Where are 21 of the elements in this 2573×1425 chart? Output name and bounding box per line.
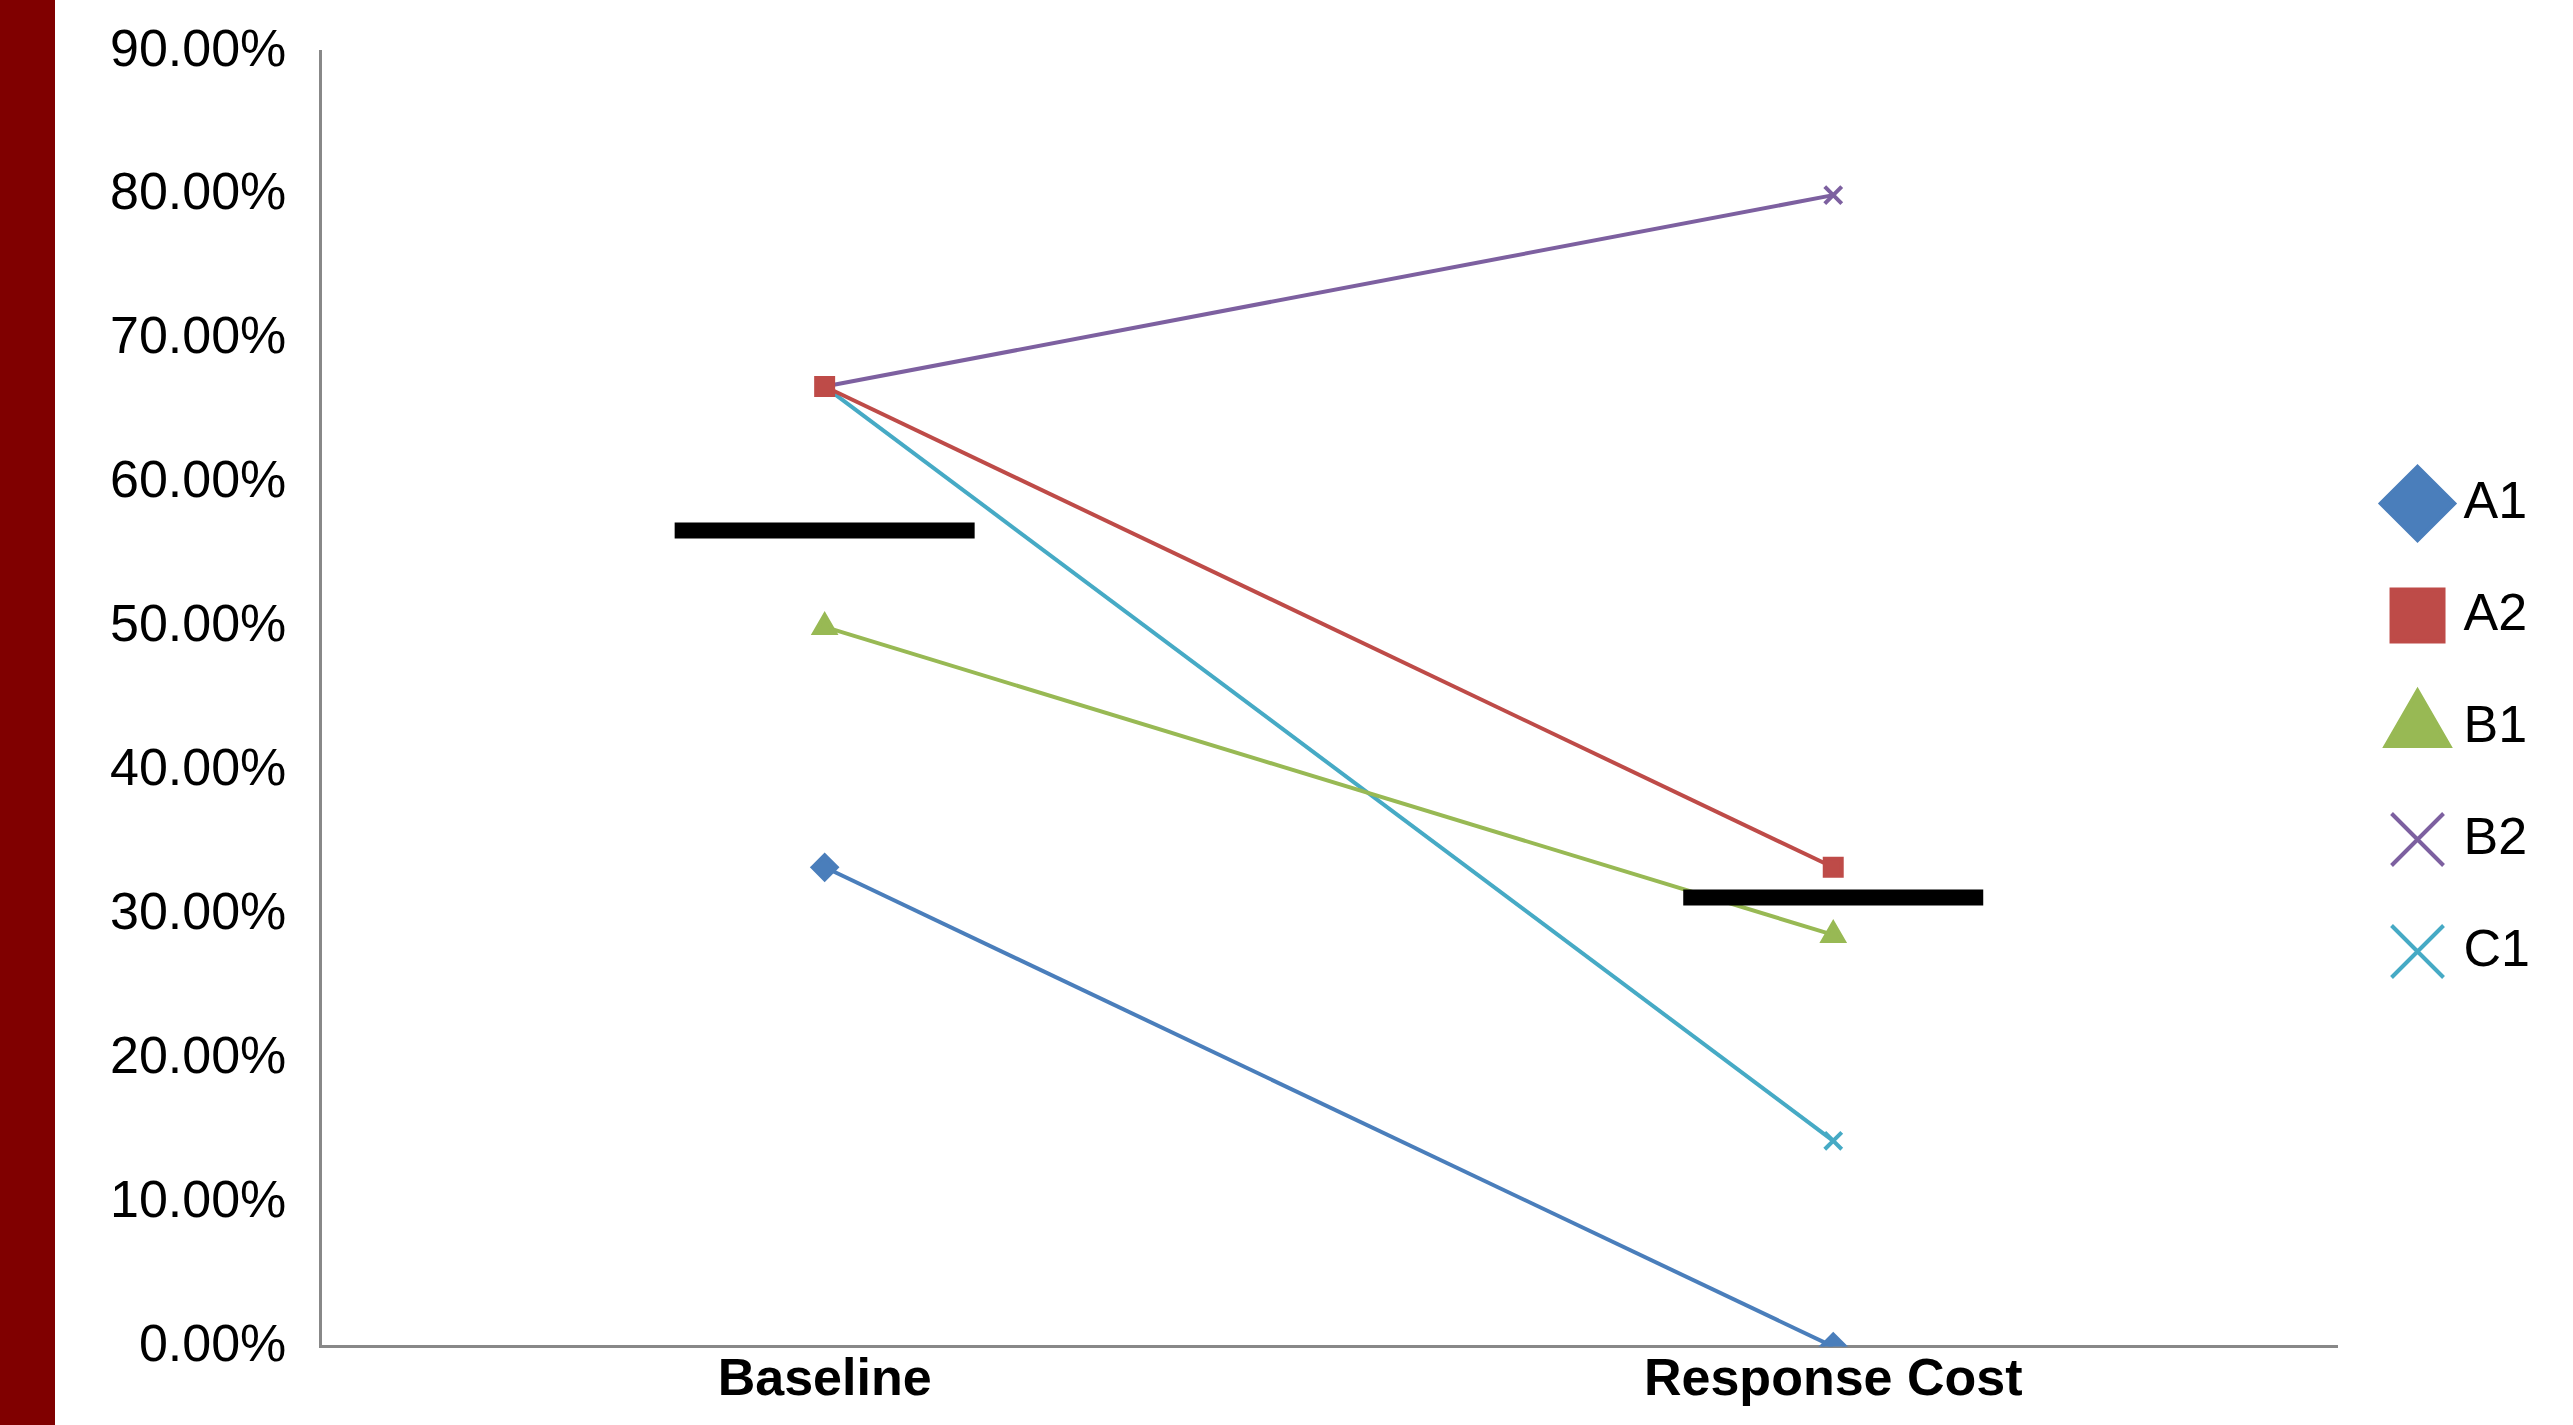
legend-label: C1 <box>2463 918 2531 977</box>
y-tick-label: 60.00% <box>109 450 287 509</box>
y-tick-label: 10.00% <box>109 1170 287 1229</box>
y-tick-label: 50.00% <box>109 594 287 653</box>
y-tick-label: 0.00% <box>138 1313 287 1372</box>
legend-label: A1 <box>2463 470 2528 529</box>
point <box>1822 1130 1844 1152</box>
legend-label: B2 <box>2463 806 2528 865</box>
y-tick-label: 30.00% <box>109 882 287 941</box>
point <box>1822 184 1844 206</box>
y-tick-label: 90.00% <box>109 18 287 77</box>
point <box>1822 856 1844 878</box>
x-tick-label: Response Cost <box>1643 1348 2023 1407</box>
y-tick-label: 70.00% <box>109 306 287 365</box>
x-tick-label: Baseline <box>717 1348 932 1407</box>
y-tick-label: 40.00% <box>109 738 287 797</box>
y-tick-label: 80.00% <box>109 162 287 221</box>
legend-label: B1 <box>2463 694 2528 753</box>
legend-label: A2 <box>2463 582 2528 641</box>
point <box>810 853 839 882</box>
y-tick-label: 20.00% <box>109 1026 287 1085</box>
